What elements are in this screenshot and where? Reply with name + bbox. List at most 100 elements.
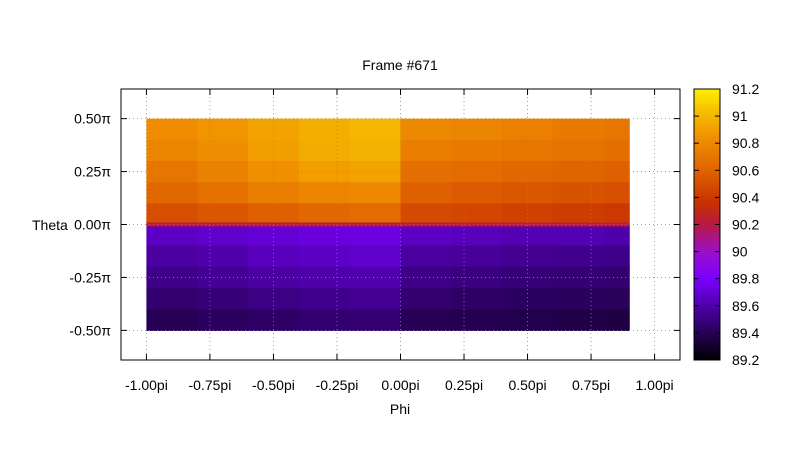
- colorbar-tick-label: 89.4: [732, 325, 759, 341]
- heat-cell: [298, 203, 351, 226]
- chart-title: Frame #671: [362, 57, 438, 73]
- heat-cell: [552, 139, 605, 162]
- heat-cell: [349, 182, 402, 204]
- heat-cell: [552, 118, 605, 141]
- y-tick-label: 0.00π: [74, 217, 111, 233]
- heat-cell: [451, 288, 503, 310]
- colorbar-tick-label: 90.6: [732, 162, 759, 178]
- colorbar-tick-label: 89.2: [732, 352, 759, 368]
- heat-cell: [248, 288, 300, 310]
- colorbar-tick-label: 90.8: [732, 135, 759, 151]
- heat-cell: [197, 139, 249, 162]
- heat-cell: [400, 288, 452, 310]
- heat-cell: [197, 245, 249, 268]
- boundary-band: [146, 222, 630, 227]
- heat-cell: [400, 266, 452, 289]
- heat-cell: [349, 245, 402, 268]
- y-tick-label: 0.50π: [74, 111, 111, 127]
- heat-cell: [248, 245, 300, 268]
- heat-cell: [197, 288, 249, 310]
- heat-cell: [146, 245, 198, 268]
- heat-cell: [298, 182, 351, 204]
- heat-cell: [146, 224, 198, 247]
- heat-cell: [603, 139, 630, 162]
- heat-cell: [349, 160, 402, 183]
- colorbar-tick-label: 91: [732, 108, 748, 124]
- heat-cell: [502, 203, 554, 226]
- heat-cell: [349, 309, 402, 331]
- heat-cell: [298, 118, 351, 141]
- heat-cell: [349, 288, 402, 310]
- heat-cell: [603, 266, 630, 289]
- x-axis-label: Phi: [390, 401, 410, 417]
- colorbar-tick-label: 90.4: [732, 189, 759, 205]
- heat-cell: [197, 203, 249, 226]
- x-tick-label: 1.00pi: [636, 377, 674, 393]
- heat-cell: [146, 309, 198, 331]
- y-tick-label: 0.25π: [74, 164, 111, 180]
- heat-cell: [451, 139, 503, 162]
- heat-cell: [349, 266, 402, 289]
- heat-cell: [400, 224, 452, 247]
- heat-cell: [400, 160, 452, 183]
- heat-cell: [451, 245, 503, 268]
- heat-cell: [400, 182, 452, 204]
- heat-cell: [248, 139, 300, 162]
- heat-cell: [400, 309, 452, 331]
- heat-cell: [552, 160, 605, 183]
- y-tick-label: -0.50π: [69, 322, 111, 338]
- y-tick-label: -0.25π: [69, 269, 111, 285]
- heat-cell: [603, 309, 630, 331]
- heat-cell: [197, 160, 249, 183]
- heat-cell: [552, 224, 605, 247]
- colorbar-tick-label: 89.6: [732, 298, 759, 314]
- heat-cell: [197, 182, 249, 204]
- heat-cell: [400, 139, 452, 162]
- heat-cell: [197, 309, 249, 331]
- x-tick-label: 0.50pi: [508, 377, 546, 393]
- heat-cell: [603, 245, 630, 268]
- heat-cell: [349, 139, 402, 162]
- heat-cell: [146, 203, 198, 226]
- colorbar-tick-label: 91.2: [732, 81, 759, 97]
- heat-cell: [603, 288, 630, 310]
- colorbar: 91.2 91 90.8 90.6 90.4 90.2 90 89.8 89.6 89.4 89.2: [693, 81, 759, 368]
- colorbar-tick-label: 90: [732, 244, 748, 260]
- heat-cell: [451, 118, 503, 141]
- heat-cell: [502, 309, 554, 331]
- heat-cell: [451, 309, 503, 331]
- heat-cell: [400, 118, 452, 141]
- y-axis-label: Theta: [32, 217, 68, 233]
- heat-cell: [400, 203, 452, 226]
- heat-cell: [502, 288, 554, 310]
- heat-cell: [349, 118, 402, 141]
- x-tick-label: -0.50pi: [252, 377, 295, 393]
- heat-cell: [502, 245, 554, 268]
- heat-cell: [552, 309, 605, 331]
- heat-cell: [451, 224, 503, 247]
- heat-cell: [298, 224, 351, 247]
- heat-cell: [298, 245, 351, 268]
- colorbar-tick-label: 89.8: [732, 271, 759, 287]
- x-tick-label: 0.25pi: [445, 377, 483, 393]
- y-axis-ticks: 0.50π 0.25π 0.00π -0.25π -0.50π: [69, 111, 680, 338]
- x-tick-label: -0.25pi: [316, 377, 359, 393]
- heat-cell: [400, 245, 452, 268]
- heat-cell: [248, 224, 300, 247]
- x-tick-label: -1.00pi: [125, 377, 168, 393]
- x-axis-ticks: -1.00pi -0.75pi -0.50pi -0.25pi 0.00pi 0.25pi…: [125, 89, 674, 393]
- heat-cell: [298, 309, 351, 331]
- heat-cell: [603, 203, 630, 226]
- heat-cell: [298, 266, 351, 289]
- heat-cell: [603, 224, 630, 247]
- x-tick-label: 0.00pi: [381, 377, 419, 393]
- heat-cell: [502, 224, 554, 247]
- colorbar-ticks: 91.2 91 90.8 90.6 90.4 90.2 90 89.8 89.6 89.4 89.2: [694, 81, 759, 368]
- heat-cell: [298, 288, 351, 310]
- heat-cell: [349, 224, 402, 247]
- heat-cell: [146, 266, 198, 289]
- heat-cell: [552, 245, 605, 268]
- heat-cell: [552, 266, 605, 289]
- heat-cell: [146, 160, 198, 183]
